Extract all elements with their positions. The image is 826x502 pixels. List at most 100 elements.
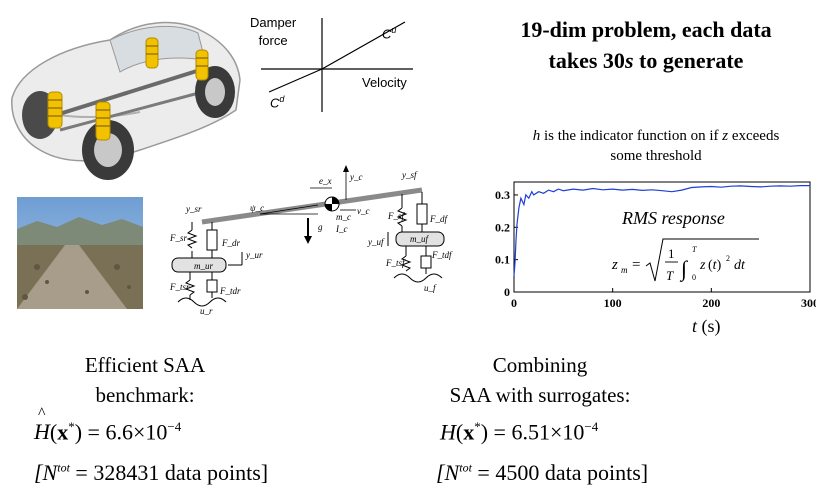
- left-heading: Efficient SAA benchmark:: [30, 350, 260, 410]
- label-ftsf: F_tsf: [386, 258, 405, 268]
- left-paren-close: ): [74, 419, 83, 445]
- y-tick-label: 0.1: [495, 253, 510, 267]
- formula-lower: 0: [692, 273, 696, 282]
- left-heading-line2: benchmark:: [95, 383, 195, 407]
- indicator-note-line2: some threshold: [610, 148, 702, 164]
- gravel-road-photo: [17, 197, 143, 309]
- cd-label: Cd: [270, 94, 284, 110]
- chart-ticks: 0 100 200 300 0 0.1 0.2 0.3: [495, 188, 816, 310]
- vehicle-model-diagram: [171, 165, 445, 307]
- formula-1: 1: [668, 246, 675, 261]
- left-estimate: H ^ (x*) = 6.6×10−4: [34, 405, 182, 445]
- label-ur: u_r: [200, 306, 213, 316]
- label-ysr: y_sr: [186, 204, 202, 214]
- x-tick-label: 200: [702, 296, 720, 310]
- right-n: [N: [436, 460, 460, 485]
- label-uf: u_f: [424, 283, 436, 293]
- y-tick-label: 0.3: [495, 188, 510, 202]
- damper-force-label: Damper force: [250, 14, 296, 50]
- left-count: [Ntot = 328431 data points]: [34, 460, 268, 486]
- y-tick-label: 0: [504, 285, 510, 299]
- right-count: [Ntot = 4500 data points]: [436, 460, 648, 486]
- left-n-rest: = 328431 data points]: [69, 460, 269, 485]
- left-heading-line1: Efficient SAA: [84, 353, 206, 377]
- cd-label-sup: d: [279, 94, 285, 104]
- label-g: g: [318, 222, 323, 232]
- label-ftsr: F_tsr: [170, 282, 190, 292]
- headline-line2-var: s: [624, 48, 634, 73]
- plot-frame: [513, 181, 811, 293]
- y-tick-label: 0.2: [495, 220, 510, 234]
- x-tick-label: 300: [801, 296, 816, 310]
- left-n-sup: tot: [57, 460, 70, 475]
- formula-t: (t): [708, 258, 722, 273]
- indicator-note: h is the indicator function on if z exce…: [488, 126, 824, 166]
- formula-T: T: [666, 268, 674, 283]
- cd-label-letter: C: [270, 95, 280, 111]
- x-tick-label: 100: [604, 296, 622, 310]
- left-x: x: [57, 419, 69, 445]
- indicator-h: h: [532, 128, 541, 144]
- indicator-mid: is the indicator function on if: [540, 128, 723, 144]
- label-yuf: y_uf: [368, 237, 384, 247]
- cu-label: Cu: [382, 25, 396, 41]
- label-muf: m_uf: [410, 234, 428, 244]
- label-ex: e_x: [319, 176, 332, 186]
- formula-zm-sub: m: [621, 265, 628, 275]
- right-exp: −4: [584, 419, 599, 434]
- indicator-note-line1: h is the indicator function on if z exce…: [488, 126, 824, 146]
- formula-eq: =: [632, 257, 640, 273]
- right-estimate: H(x*) = 6.51×10−4: [440, 419, 598, 445]
- x-axis-label-var: t: [692, 316, 698, 336]
- left-H-hat: H ^: [34, 405, 50, 445]
- label-fdf: F_df: [430, 214, 447, 224]
- left-paren-open: (: [49, 419, 58, 445]
- left-H: H: [34, 419, 50, 445]
- rms-response-chart: 0 100 200 300 0 0.1 0.2 0.3: [495, 181, 816, 310]
- right-heading-line1: Combining: [492, 353, 588, 377]
- right-heading: Combining SAA with surrogates:: [420, 350, 660, 410]
- chart-annotation: RMS response: [622, 208, 725, 228]
- right-x: x: [463, 419, 475, 445]
- indicator-z: z: [722, 128, 729, 144]
- label-yc: y_c: [350, 172, 363, 182]
- left-exp: −4: [167, 419, 182, 434]
- formula-dt: dt: [734, 258, 746, 273]
- label-mc: m_c: [336, 212, 351, 222]
- label-mur: m_ur: [194, 261, 214, 271]
- x-axis-label-unit: (s): [701, 316, 721, 336]
- damper-force-label-line2: force: [258, 33, 288, 48]
- label-ysf: y_sf: [402, 170, 417, 180]
- right-star: *: [474, 419, 481, 434]
- headline-line2: takes 30s to generate: [490, 45, 802, 76]
- label-fsf: F_sf: [388, 211, 405, 221]
- headline: 19-dim problem, each data takes 30s to g…: [490, 14, 802, 76]
- formula-z: z: [699, 258, 706, 273]
- headline-line2-post: to generate: [633, 48, 744, 73]
- left-star: *: [68, 419, 75, 434]
- series-line-rms: [513, 185, 810, 276]
- headline-line1: 19-dim problem, each data: [520, 17, 772, 42]
- x-tick-label: 0: [511, 296, 517, 310]
- label-ftdf: F_tdf: [432, 250, 452, 260]
- right-paren-close: ): [480, 419, 489, 445]
- label-ic: I_c: [336, 224, 348, 234]
- cu-label-letter: C: [382, 26, 392, 42]
- velocity-label: Velocity: [362, 75, 407, 90]
- formula-zm: z: [611, 257, 618, 273]
- left-hat: ^: [38, 405, 46, 423]
- right-paren-open: (: [455, 419, 464, 445]
- label-yur: y_ur: [246, 250, 263, 260]
- rms-formula: z m = 1 T ∫ T 0 z (t) 2 dt: [611, 238, 759, 283]
- indicator-end: exceeds: [728, 128, 780, 144]
- label-fdr: F_dr: [222, 238, 240, 248]
- formula-upper: T: [692, 245, 697, 254]
- label-vc: v_c: [357, 206, 370, 216]
- left-n: [N: [34, 460, 58, 485]
- formula-integral: ∫: [679, 256, 689, 282]
- label-fsr: F_sr: [170, 233, 188, 243]
- damper-force-label-line1: Damper: [250, 15, 297, 30]
- x-axis-label: t (s): [692, 316, 721, 337]
- right-n-sup: tot: [459, 460, 472, 475]
- left-value: = 6.6×10: [82, 419, 168, 445]
